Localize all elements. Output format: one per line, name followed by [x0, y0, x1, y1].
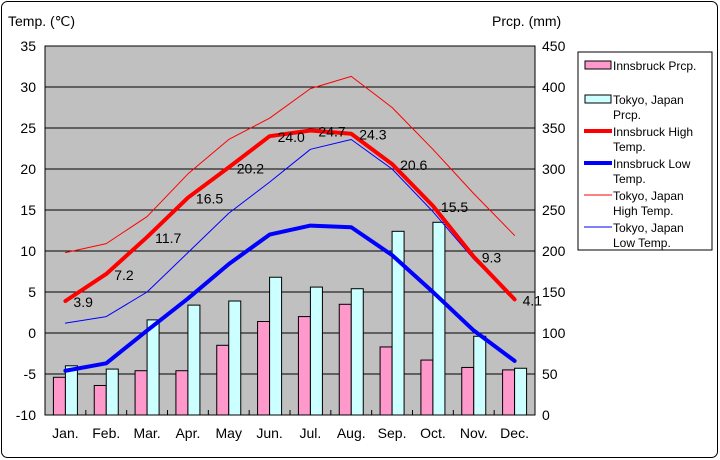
precip-bar: [52, 376, 66, 416]
precip-bar: [391, 230, 405, 416]
data-label: 7.2: [114, 267, 134, 283]
right-tick-label: 350: [542, 120, 566, 136]
right-tick-label: 50: [542, 366, 558, 382]
data-label: 11.7: [155, 230, 181, 246]
left-tick-label: 25: [20, 120, 36, 136]
right-axis-label: Prcp. (mm): [492, 13, 561, 29]
precip-bar: [93, 384, 107, 416]
legend-label: Tokyo, Japan: [613, 189, 684, 203]
precip-bar: [473, 335, 487, 416]
left-tick-label: 30: [20, 79, 36, 95]
legend-label: Low Temp.: [613, 236, 671, 250]
left-tick-label: -10: [16, 407, 36, 423]
legend-label: Innsbruck Low: [613, 157, 691, 171]
data-label: 24.7: [318, 123, 345, 139]
precip-bar: [64, 365, 78, 416]
x-tick-label: Sep.: [378, 425, 407, 441]
x-tick-label: Feb.: [92, 425, 120, 441]
x-tick-label: May: [216, 425, 242, 441]
precip-bar: [269, 276, 283, 416]
x-tick-label: Aug.: [337, 425, 366, 441]
precip-bar: [309, 286, 323, 416]
left-tick-label: -5: [24, 366, 37, 382]
x-tick-label: Oct.: [420, 425, 446, 441]
legend-label: Tokyo, Japan: [613, 93, 684, 107]
precip-bar: [187, 304, 201, 416]
right-tick-label: 100: [542, 325, 566, 341]
left-tick-label: 5: [28, 284, 36, 300]
legend-label: Innsbruck Prcp.: [613, 59, 696, 73]
right-tick-label: 250: [542, 202, 566, 218]
precip-bar: [134, 370, 148, 416]
x-tick-label: Mar.: [133, 425, 160, 441]
right-tick-label: 300: [542, 161, 566, 177]
x-tick-label: Jun.: [256, 425, 282, 441]
temp-line: [63, 223, 517, 373]
precip-bar: [420, 359, 434, 416]
data-label: 20.2: [237, 160, 264, 176]
right-tick-label: 150: [542, 284, 566, 300]
precip-bar: [257, 321, 271, 416]
precip-bar: [228, 300, 242, 416]
legend-swatch: [584, 94, 612, 104]
data-label: 16.5: [196, 191, 223, 207]
temp-line: [64, 75, 516, 254]
left-tick-label: 20: [20, 161, 36, 177]
left-tick-label: 15: [20, 202, 36, 218]
legend-label: Prcp.: [613, 108, 641, 122]
x-tick-label: Jul.: [300, 425, 322, 441]
legend-label: Temp.: [613, 172, 646, 186]
precip-bar: [432, 221, 446, 416]
precip-bar: [338, 303, 352, 416]
data-label: 9.3: [482, 250, 502, 266]
left-tick-label: 0: [28, 325, 36, 341]
data-label: 20.6: [400, 157, 427, 173]
temp-line: [63, 128, 517, 304]
data-label: 3.9: [73, 294, 93, 310]
left-tick-label: 35: [20, 38, 36, 54]
x-tick-label: Nov.: [460, 425, 488, 441]
data-label: 4.1: [523, 292, 543, 308]
right-tick-label: 0: [542, 407, 550, 423]
data-label: 15.5: [441, 199, 468, 215]
legend-label: High Temp.: [613, 204, 673, 218]
precip-bar: [105, 368, 119, 416]
right-tick-label: 200: [542, 243, 566, 259]
legend-label: Temp.: [613, 140, 646, 154]
precip-bar: [461, 366, 475, 416]
legend-box: [577, 51, 713, 251]
x-tick-label: Jan.: [52, 425, 78, 441]
precip-bar: [175, 370, 189, 416]
precip-bar: [502, 369, 516, 416]
legend-label: Tokyo, Japan: [613, 221, 684, 235]
left-tick-label: 10: [20, 243, 36, 259]
temp-line: [64, 138, 516, 324]
legend-swatch: [584, 60, 612, 70]
precip-bar: [514, 367, 528, 416]
right-tick-label: 450: [542, 38, 566, 54]
precip-bar: [297, 316, 311, 416]
legend-label: Innsbruck High: [613, 125, 693, 139]
data-label: 24.0: [278, 129, 305, 145]
precip-bar: [146, 319, 160, 416]
x-tick-label: Dec.: [500, 425, 529, 441]
right-tick-label: 400: [542, 79, 566, 95]
data-label: 24.3: [359, 127, 386, 143]
left-axis-label: Temp. (℃): [8, 13, 75, 29]
precip-bar: [216, 344, 230, 416]
precip-bar: [350, 288, 364, 416]
x-tick-label: Apr.: [175, 425, 200, 441]
precip-bar: [379, 346, 393, 416]
